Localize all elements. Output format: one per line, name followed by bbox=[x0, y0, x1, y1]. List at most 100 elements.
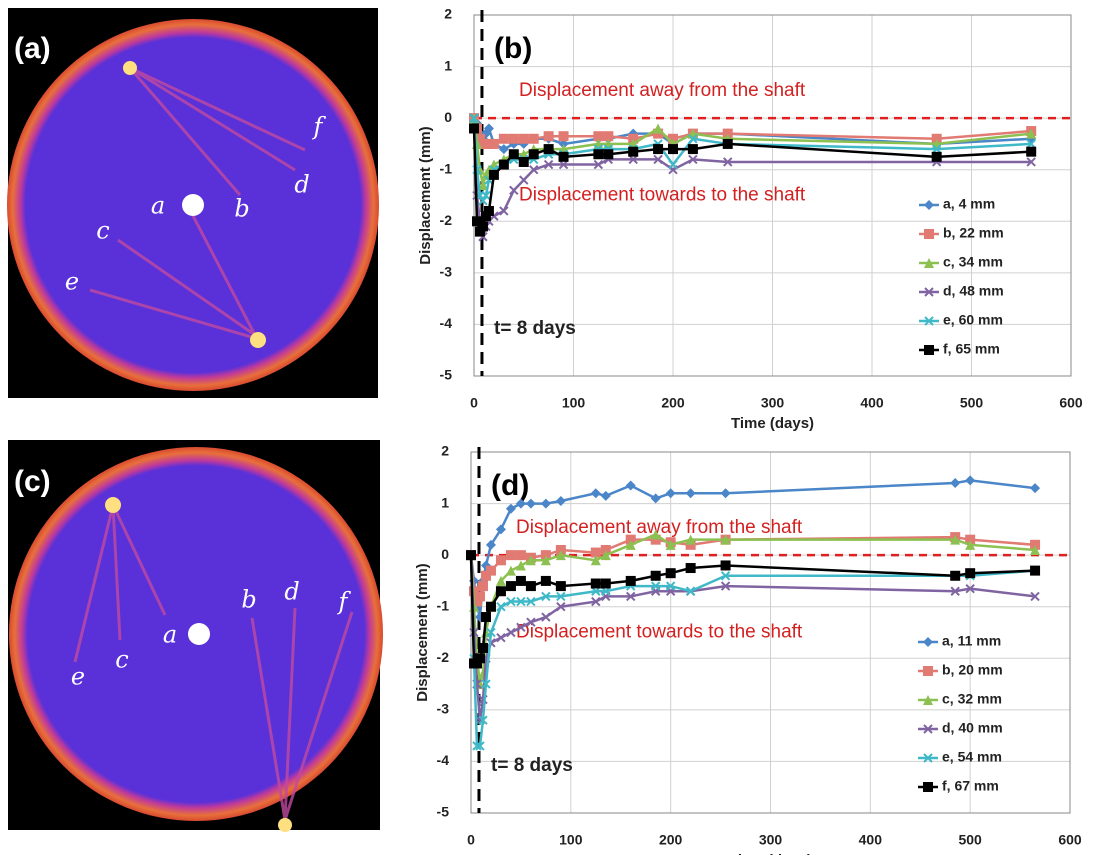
point bbox=[665, 568, 676, 579]
legend-label: a, 4 mm bbox=[943, 196, 995, 212]
point bbox=[486, 627, 496, 638]
annotation: t= 8 days bbox=[494, 318, 576, 339]
point bbox=[950, 534, 961, 545]
legend-label: e, 54 mm bbox=[942, 749, 1002, 765]
point bbox=[488, 138, 499, 149]
x-axis-label: Time (days) bbox=[729, 852, 812, 855]
point bbox=[516, 622, 526, 633]
point bbox=[931, 144, 942, 154]
point bbox=[950, 586, 960, 596]
point bbox=[722, 128, 733, 139]
point bbox=[653, 128, 664, 139]
legend-marker bbox=[923, 695, 933, 705]
point bbox=[526, 617, 536, 627]
panel-label: (c) bbox=[14, 465, 51, 498]
x-tick-label: 100 bbox=[559, 832, 583, 848]
point bbox=[653, 154, 663, 165]
point bbox=[720, 571, 731, 581]
y-tick-label: -5 bbox=[440, 367, 453, 383]
point bbox=[495, 555, 506, 566]
point bbox=[625, 480, 636, 491]
point bbox=[722, 138, 733, 149]
point bbox=[593, 131, 604, 142]
point bbox=[965, 583, 975, 594]
series-line bbox=[472, 128, 1032, 235]
legend-marker bbox=[923, 753, 933, 763]
legend-label: d, 40 mm bbox=[942, 720, 1003, 736]
y-axis-label: Displacement (mm) bbox=[414, 563, 431, 701]
point bbox=[625, 534, 636, 545]
point bbox=[593, 149, 604, 160]
point bbox=[498, 133, 509, 144]
point bbox=[526, 596, 536, 607]
annotation: Displacement away from the shaft bbox=[519, 80, 806, 101]
point bbox=[478, 195, 488, 206]
point bbox=[1026, 128, 1037, 139]
y-tick-label: 1 bbox=[441, 494, 449, 510]
legend-label: f, 65 mm bbox=[943, 341, 1000, 357]
point bbox=[931, 133, 942, 144]
legend-label: b, 22 mm bbox=[943, 225, 1004, 241]
point bbox=[525, 581, 536, 592]
point bbox=[590, 555, 601, 566]
point bbox=[485, 539, 496, 550]
trace-label: a bbox=[163, 621, 177, 649]
point bbox=[556, 591, 566, 602]
point bbox=[558, 138, 569, 149]
point bbox=[509, 185, 519, 196]
y-tick-label: -1 bbox=[437, 597, 450, 613]
point bbox=[1030, 544, 1041, 555]
legend-marker bbox=[923, 637, 933, 647]
trace-label: c bbox=[115, 646, 128, 674]
legend-marker bbox=[924, 258, 934, 268]
legend-marker bbox=[924, 316, 934, 326]
x-tick-label: 500 bbox=[960, 395, 984, 411]
point bbox=[628, 133, 639, 144]
ct-image-c bbox=[8, 440, 383, 832]
point bbox=[555, 544, 566, 555]
legend-marker bbox=[924, 287, 934, 297]
point bbox=[650, 529, 661, 540]
plot-frame bbox=[470, 451, 1071, 814]
annotation: Displacement away from the shaft bbox=[516, 517, 803, 538]
point bbox=[600, 490, 611, 501]
series-line bbox=[472, 117, 1032, 186]
point bbox=[488, 169, 499, 180]
point bbox=[480, 612, 491, 623]
point bbox=[483, 205, 494, 216]
legend-label: d, 48 mm bbox=[943, 283, 1004, 299]
point bbox=[506, 627, 516, 638]
point bbox=[601, 586, 611, 596]
point bbox=[477, 180, 488, 191]
legend-marker bbox=[924, 345, 934, 355]
point bbox=[474, 591, 485, 602]
point bbox=[515, 550, 526, 561]
point bbox=[471, 596, 482, 607]
point bbox=[558, 131, 569, 142]
point bbox=[665, 581, 676, 591]
point bbox=[496, 602, 506, 612]
legend-label: e, 60 mm bbox=[943, 312, 1003, 328]
point bbox=[505, 503, 516, 514]
point bbox=[471, 216, 482, 227]
point bbox=[590, 578, 601, 589]
point bbox=[508, 149, 519, 160]
trace-label: b bbox=[234, 195, 249, 223]
point bbox=[950, 570, 961, 581]
point bbox=[466, 550, 476, 561]
point bbox=[540, 555, 551, 566]
ct-image-a bbox=[7, 8, 379, 398]
y-tick-label: -3 bbox=[437, 701, 450, 717]
x-axis-label: Time (days) bbox=[731, 415, 814, 432]
point bbox=[525, 555, 536, 566]
point bbox=[469, 113, 479, 123]
y-axis-label: Displacement (mm) bbox=[417, 126, 434, 264]
x-tick-label: 0 bbox=[470, 395, 478, 411]
y-tick-label: 2 bbox=[441, 443, 449, 459]
point bbox=[1030, 591, 1040, 602]
point bbox=[498, 144, 509, 155]
annotation: t= 8 days bbox=[491, 755, 573, 776]
legend-label: b, 20 mm bbox=[942, 662, 1003, 678]
point bbox=[485, 565, 496, 576]
point bbox=[543, 144, 554, 155]
